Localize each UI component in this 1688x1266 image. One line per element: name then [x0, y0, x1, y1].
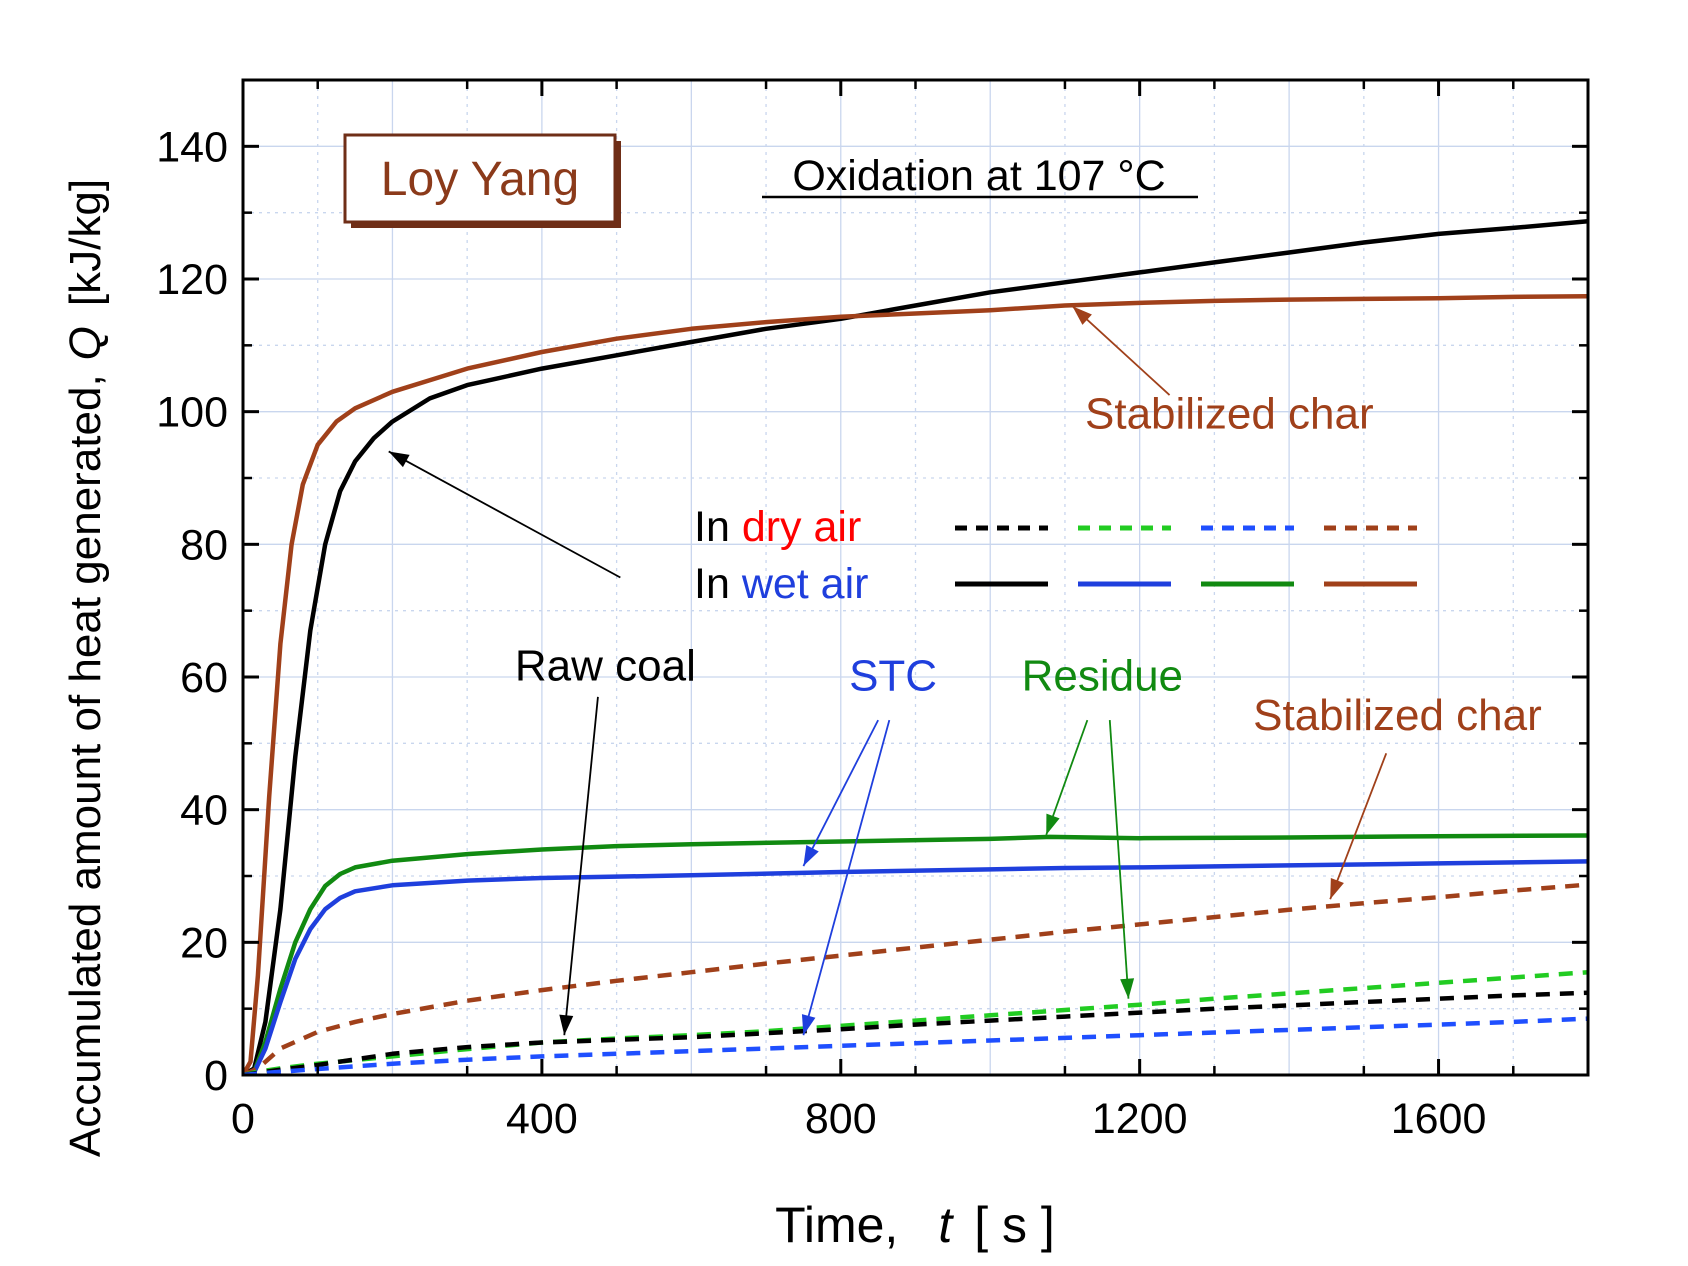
annotation-arrow-head [1046, 813, 1060, 835]
legend-dry-colored: dry air [742, 503, 861, 551]
x-axis-label: Time, t [ s ] [775, 1197, 1055, 1253]
annotation-arrow-head [1330, 878, 1344, 900]
legend-wet-prefix: In [694, 560, 742, 608]
annotation-char-dry-label: Stabilized char [1253, 691, 1542, 740]
series-raw-wet [243, 219, 1588, 1075]
legend-wet-label: In wet air [694, 560, 868, 608]
y-axis-label-unit: [kJ/kg] [61, 179, 110, 306]
x-tick-label: 1600 [1391, 1095, 1487, 1143]
x-axis-label-prefix: Time, [775, 1197, 898, 1253]
series-layer [243, 219, 1588, 1075]
y-axis-label: Accumulated amount of heat generated, Q [k… [61, 179, 110, 1157]
series-residue-wet [243, 833, 1588, 1075]
grid [243, 80, 1588, 1075]
sample-label-box [343, 133, 617, 224]
y-tick-label: 0 [204, 1052, 228, 1100]
annotation-arrow-head [1072, 306, 1092, 325]
chart-title: Oxidation at 107 °C [792, 152, 1165, 200]
ticks: 0 400 800 1200 1600 0 20 40 60 80 100 120 140 [156, 80, 1588, 1143]
y-tick-label: 40 [180, 787, 228, 835]
x-tick-label: 800 [805, 1095, 877, 1143]
legend-swatches [955, 525, 1417, 587]
y-tick-label: 20 [180, 919, 228, 967]
annotation-residue-label: Residue [1022, 651, 1183, 700]
annotation-char-wet-label: Stabilized char [1085, 389, 1374, 438]
annotations: Raw coal STC Residue Stabilized char Stabili… [388, 305, 1542, 1036]
annotation-arrow-head [801, 1014, 816, 1036]
y-axis-label-prefix: Accumulated amount of heat generated, [61, 374, 110, 1157]
annotation-arrow-line [802, 719, 891, 1036]
annotation-arrow-head [803, 845, 819, 867]
x-tick-label: 0 [231, 1095, 255, 1143]
y-tick-label: 140 [156, 123, 228, 171]
annotation-arrow-line [802, 719, 879, 867]
y-tick-label: 60 [180, 654, 228, 702]
series-stc-wet [243, 859, 1588, 1075]
x-axis-label-symbol: t [938, 1197, 954, 1253]
series-char-wet [243, 293, 1588, 1075]
legend-wet-colored: wet air [741, 560, 869, 608]
annotation-arrow-line [1071, 305, 1171, 396]
annotation-arrow-head [1120, 978, 1135, 999]
x-axis-label-unit: [ s ] [974, 1197, 1055, 1253]
series-raw-dry [243, 990, 1588, 1075]
sample-label: Loy Yang [381, 153, 579, 206]
legend: In dry air In wet air [694, 503, 1417, 608]
legend-dry-label: In dry air [694, 503, 861, 551]
series-stc-dry [243, 1016, 1588, 1075]
annotation-raw-label: Raw coal [515, 641, 696, 690]
legend-dry-prefix: In [694, 503, 742, 551]
annotation-arrow-head [559, 1014, 574, 1036]
y-tick-label: 100 [156, 389, 228, 437]
annotation-arrow-line [1108, 720, 1130, 999]
annotation-arrow-line [1329, 752, 1388, 900]
annotation-arrow-line [563, 696, 599, 1036]
annotation-arrow-line [388, 450, 621, 579]
x-tick-label: 400 [506, 1095, 578, 1143]
series-char-dry [243, 882, 1588, 1075]
y-axis-label-symbol: Q [61, 326, 110, 360]
y-tick-label: 120 [156, 256, 228, 304]
annotation-arrow-head [388, 451, 410, 468]
x-tick-label: 1200 [1092, 1095, 1188, 1143]
annotation-stc-label: STC [849, 651, 937, 700]
annotation-arrow-line [1045, 719, 1089, 836]
y-tick-label: 80 [180, 521, 228, 569]
